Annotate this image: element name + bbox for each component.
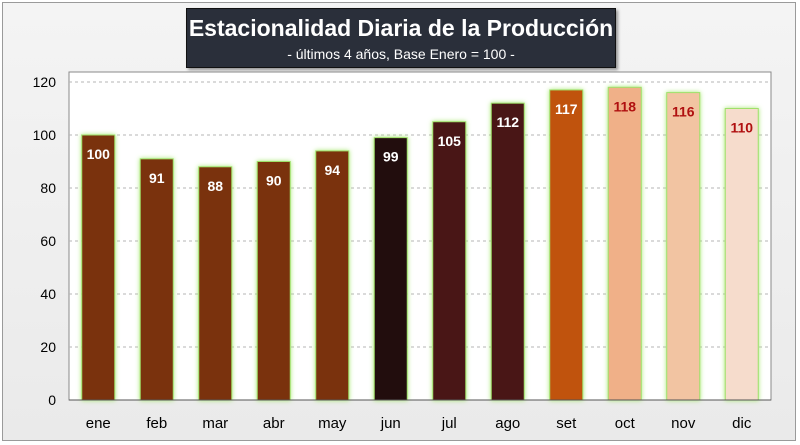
data-label: 100 [87, 146, 111, 162]
category-label: mar [202, 415, 228, 432]
data-label: 99 [383, 149, 399, 165]
category-label: feb [146, 415, 167, 432]
bar [549, 89, 584, 401]
gridlines [69, 81, 771, 348]
bar [432, 121, 467, 401]
data-label: 105 [438, 133, 462, 149]
data-label: 90 [266, 173, 282, 189]
category-label: dic [732, 415, 752, 432]
bar [198, 166, 233, 401]
y-tick-label: 40 [40, 286, 56, 302]
bar [607, 86, 642, 401]
data-label: 118 [613, 98, 636, 114]
y-tick-label: 20 [40, 339, 56, 355]
category-label: nov [671, 415, 696, 432]
data-label: 116 [672, 104, 695, 120]
category-label: jun [380, 415, 401, 432]
data-labels: 100 91 88 90 94 99 105 112 117 118 116 110 [87, 98, 754, 194]
category-label: jul [441, 415, 457, 432]
y-tick-label: 80 [40, 180, 56, 196]
category-label: may [318, 415, 347, 432]
bar [373, 137, 408, 401]
title-box: Estacionalidad Diaria de la Producción -… [186, 8, 616, 68]
y-tick-label: 120 [33, 74, 57, 90]
bar [81, 134, 116, 401]
y-tick-label: 0 [48, 392, 56, 408]
data-label: 112 [496, 114, 519, 130]
bar [724, 108, 759, 401]
category-label: ene [86, 415, 111, 432]
category-label: abr [263, 415, 285, 432]
category-label: ago [495, 415, 520, 432]
bars [81, 86, 759, 401]
x-axis-categories: ene feb mar abr may jun jul ago set oct nov dic [86, 415, 752, 432]
bar [666, 92, 701, 401]
category-label: set [556, 415, 577, 432]
bar [256, 161, 291, 401]
data-label: 110 [730, 120, 753, 136]
y-axis-ticks: 0 20 40 60 80 100 120 [33, 74, 57, 408]
category-label: oct [615, 415, 636, 432]
bar [490, 102, 525, 401]
chart-subtitle: - últimos 4 años, Base Enero = 100 - [287, 46, 515, 62]
data-label: 117 [555, 101, 578, 117]
plot-area [68, 71, 772, 401]
data-label: 94 [324, 162, 340, 178]
y-tick-label: 100 [33, 127, 57, 143]
y-tick-label: 60 [40, 233, 56, 249]
chart-title: Estacionalidad Diaria de la Producción [188, 15, 614, 41]
data-label: 88 [207, 178, 223, 194]
bar [315, 150, 350, 401]
data-label: 91 [149, 170, 165, 186]
bar [139, 158, 174, 401]
